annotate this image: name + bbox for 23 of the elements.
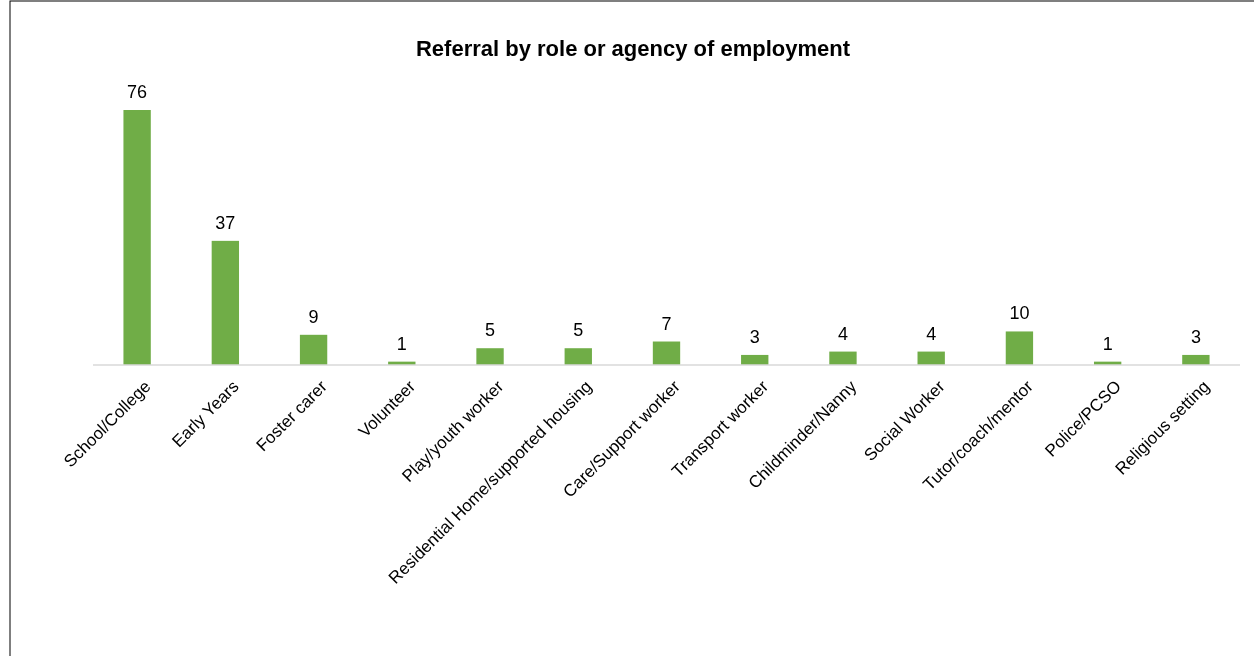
bar [829,351,857,365]
bar [564,348,592,365]
data-label: 3 [749,326,760,347]
bar [211,240,240,365]
chart-title: Referral by role or agency of employment [415,36,851,61]
data-label: 3 [1190,326,1201,347]
data-label: 5 [573,320,584,341]
bar [1182,354,1210,365]
data-label: 4 [837,323,848,344]
bar [1005,331,1034,365]
data-label: 4 [926,323,937,344]
bar [299,334,328,365]
data-label: 76 [127,82,148,102]
data-label: 37 [215,212,236,233]
data-label: 1 [396,333,407,354]
data-label: 1 [1102,333,1113,354]
bar [652,341,681,365]
bar [476,348,504,365]
data-label: 9 [308,306,319,327]
bar [123,110,151,365]
data-label: 7 [661,313,672,334]
data-label: 10 [1009,303,1030,324]
data-label: 5 [485,320,496,341]
